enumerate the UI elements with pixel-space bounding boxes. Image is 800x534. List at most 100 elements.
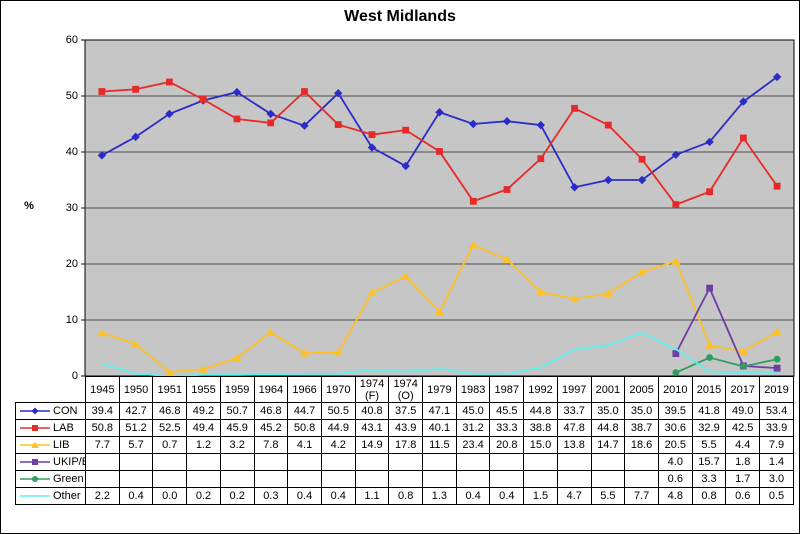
series-marker-con [536,120,545,130]
value-cell: 0.7 [152,436,188,454]
value-cell [219,470,255,488]
value-cell: 46.8 [152,402,188,420]
value-cell [354,470,390,488]
series-marker-lab [739,134,747,142]
value-cell [287,470,322,488]
year-header: 2001 [590,376,626,403]
value-cell [320,453,356,471]
value-cell [320,470,356,488]
series-marker-con [570,183,579,192]
value-cell [152,453,188,471]
value-cell: 45.2 [253,419,289,437]
series-marker-green [739,363,747,370]
series-marker-lib [401,272,411,280]
year-header: 1955 [186,376,221,403]
series-marker-con [401,161,410,171]
series-marker-lib [232,353,242,362]
value-cell [118,453,154,471]
legend-cell-con: CON [15,402,86,420]
value-cell: 49.0 [725,402,761,420]
series-marker-lab [638,155,646,163]
series-marker-lab [368,131,376,139]
year-header: 1950 [118,376,154,403]
series-marker-lib [502,255,512,263]
value-cell: 42.5 [725,419,761,437]
value-cell [523,453,558,471]
year-header: 2017 [725,376,761,403]
value-cell: 38.7 [624,419,659,437]
value-cell: 0.8 [691,487,727,505]
series-marker-lib [772,327,782,336]
value-cell: 4.7 [556,487,592,505]
series-marker-con [232,87,242,97]
value-cell: 47.8 [556,419,592,437]
series-marker-lab [301,88,308,95]
table-row-green: Green 0.6 3.3 1.7 3.0 [15,470,794,488]
y-axis-title: % [24,200,34,212]
value-cell [455,453,491,471]
value-cell: 4.2 [320,436,356,454]
value-cell [219,453,255,471]
series-marker-lib [468,240,478,249]
legend-cell-ukip-br: UKIP/Br [15,453,86,471]
value-cell: 4.8 [657,487,693,505]
year-header: 1979 [422,376,457,403]
y-tick-label: 20 [65,258,78,270]
value-cell [287,453,322,471]
series-marker-lab [503,186,511,193]
legend-key-green-icon [20,476,50,482]
series-marker-con [502,117,512,126]
value-cell: 30.6 [657,419,693,437]
value-cell: 3.2 [219,436,255,454]
series-marker-lib [333,348,343,356]
series-marker-con [671,150,681,159]
year-header: 1983 [455,376,491,403]
legend-label: Green [53,473,84,485]
table-row-other: Other 2.2 0.4 0.0 0.2 0.2 0.3 0.4 0.4 1.1 0.8 1.3 0.… [15,487,794,505]
value-cell: 4.0 [657,453,693,471]
year-header: 1997 [556,376,592,403]
value-cell: 7.7 [85,436,120,454]
legend-key-lib-icon [20,441,50,448]
series-marker-lib [637,267,647,276]
y-tick-label: 10 [65,314,78,326]
value-cell: 45.9 [219,419,255,437]
value-cell: 43.9 [388,419,424,437]
table-row-lib: LIB 7.7 5.7 0.7 1.2 3.2 7.8 4.1 4.2 14.9 17.8 11.5 2… [15,436,794,454]
year-header: 1966 [287,376,322,403]
y-tick-label: 40 [65,146,78,158]
value-cell [455,470,491,488]
legend-key-ukip-br-icon [20,459,50,465]
series-marker-con [266,109,275,119]
series-marker-lab [402,126,410,134]
legend-label: LIB [53,439,70,451]
value-cell: 41.8 [691,402,727,420]
value-cell: 1.3 [422,487,457,505]
value-cell [388,453,424,471]
value-cell: 0.2 [186,487,221,505]
year-header: 1964 [253,376,289,403]
table-row-con: CON 39.4 42.7 46.8 49.2 50.7 46.8 44.7 50.5 40.8 3… [15,402,794,420]
year-header: 2019 [759,376,794,403]
series-marker-ukip-br [706,284,713,292]
value-cell: 50.8 [85,419,120,437]
legend-label: CON [53,405,78,417]
value-cell: 20.5 [657,436,693,454]
series-marker-lab [604,121,612,129]
series-marker-green [773,355,781,363]
value-cell [186,453,221,471]
value-cell [152,470,188,488]
value-cell [523,470,558,488]
value-cell: 1.4 [759,453,794,471]
series-marker-lab [537,155,545,163]
value-cell: 3.0 [759,470,794,488]
table-row-lab: LAB 50.8 51.2 52.5 49.4 45.9 45.2 50.8 44.9 43.1 4… [15,419,794,437]
value-cell [489,470,525,488]
value-cell: 45.5 [489,402,525,420]
series-marker-con [165,109,174,119]
series-marker-lab [436,148,443,155]
y-tick-label: 0 [71,370,78,382]
value-cell [118,470,154,488]
series-marker-con [772,72,782,82]
